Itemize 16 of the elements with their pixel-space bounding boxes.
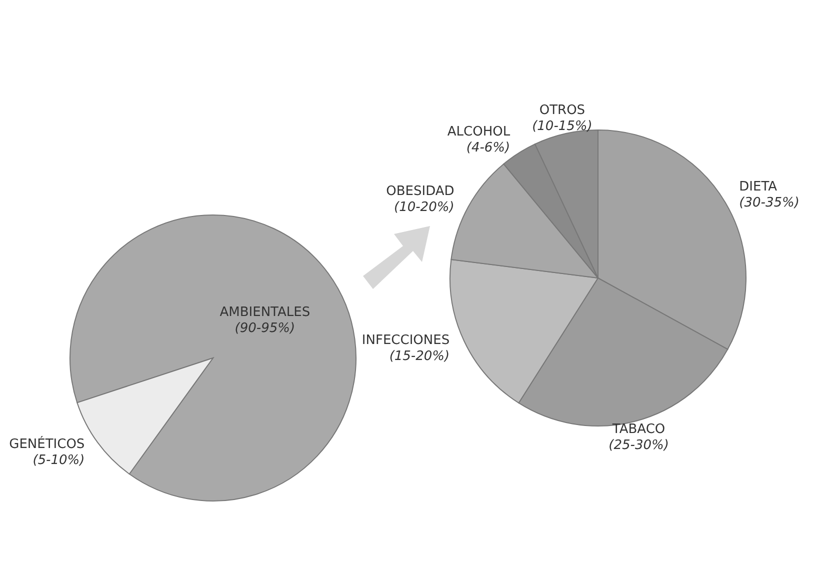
text: (15-20%) [389,348,450,364]
slice-label: AMBIENTALES [220,304,310,320]
text: (25-30%) [608,438,669,453]
slice-label: TABACO [611,422,666,437]
slice-label: INFECCIONES [362,332,450,348]
text: (90-95%) [234,320,296,336]
text: (10-15%) [532,118,592,134]
text: (10-20%) [394,200,454,215]
slice-label: DIETA [739,180,778,195]
text: (4-6%) [466,140,510,156]
text: (30-35%) [739,196,800,211]
text: (5-10%) [32,452,85,468]
slice-label: OBESIDAD [386,184,454,199]
slice-label: ALCOHOL [447,124,511,140]
slice-label: GENÉTICOS [9,434,85,452]
slice-label: OTROS [539,102,586,118]
